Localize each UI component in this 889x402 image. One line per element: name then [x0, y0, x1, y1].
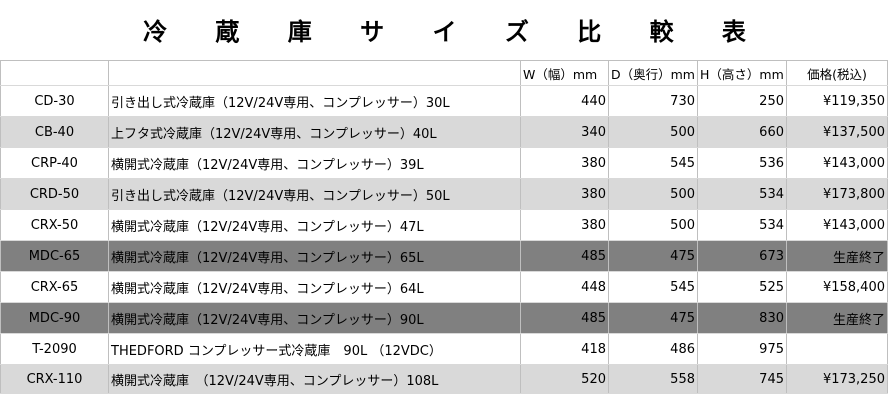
- cell-height: 534: [697, 209, 787, 241]
- cell-depth: 486: [608, 333, 698, 365]
- cell-height: 745: [697, 364, 787, 394]
- cell-description: 横開式冷蔵庫（12V/24V専用、コンプレッサー）47L: [108, 209, 521, 241]
- cell-description: 横開式冷蔵庫（12V/24V専用、コンプレッサー）39L: [108, 147, 521, 179]
- cell-height: 536: [697, 147, 787, 179]
- cell-description: THEDFORD コンプレッサー式冷蔵庫 90L （12VDC）: [108, 333, 521, 365]
- cell-width: 485: [520, 302, 609, 334]
- cell-depth: 730: [608, 85, 698, 117]
- cell-width: 440: [520, 85, 609, 117]
- cell-width: 380: [520, 178, 609, 210]
- cell-height: 673: [697, 240, 787, 272]
- cell-width: 485: [520, 240, 609, 272]
- table-row: CRX-110 横開式冷蔵庫 （12V/24V専用、コンプレッサー）108L 520…: [0, 364, 888, 394]
- cell-model: T-2090: [0, 333, 109, 365]
- cell-model: CD-30: [0, 85, 109, 117]
- header-width: W（幅）mm: [520, 60, 609, 86]
- cell-description: 横開式冷蔵庫（12V/24V専用、コンプレッサー）65L: [108, 240, 521, 272]
- table-row: CRX-50 横開式冷蔵庫（12V/24V専用、コンプレッサー）47L 380 500…: [0, 209, 888, 241]
- cell-depth: 475: [608, 240, 698, 272]
- table-row: CB-40 上フタ式冷蔵庫（12V/24V専用、コンプレッサー）40L 340 500…: [0, 116, 888, 148]
- cell-price: ¥119,350: [786, 85, 888, 117]
- cell-depth: 500: [608, 209, 698, 241]
- cell-height: 534: [697, 178, 787, 210]
- header-depth: D（奥行）mm: [608, 60, 698, 86]
- table-row: CRX-65 横開式冷蔵庫（12V/24V専用、コンプレッサー）64L 448 545…: [0, 271, 888, 303]
- cell-price: ¥173,250: [786, 364, 888, 394]
- header-price: 価格(税込): [786, 60, 888, 86]
- cell-price: 生産終了: [786, 240, 888, 272]
- cell-width: 340: [520, 116, 609, 148]
- cell-depth: 545: [608, 271, 698, 303]
- cell-description: 引き出し式冷蔵庫（12V/24V専用、コンプレッサー）50L: [108, 178, 521, 210]
- cell-width: 380: [520, 209, 609, 241]
- cell-model: CB-40: [0, 116, 109, 148]
- cell-depth: 500: [608, 178, 698, 210]
- cell-depth: 545: [608, 147, 698, 179]
- cell-model: CRX-50: [0, 209, 109, 241]
- cell-price: [786, 333, 888, 365]
- cell-description: 引き出し式冷蔵庫（12V/24V専用、コンプレッサー）30L: [108, 85, 521, 117]
- header-description: [108, 60, 521, 86]
- cell-model: MDC-65: [0, 240, 109, 272]
- cell-model: CRX-65: [0, 271, 109, 303]
- page-title: 冷 蔵 庫 サ イ ズ 比 較 表: [143, 17, 766, 46]
- cell-model: CRD-50: [0, 178, 109, 210]
- cell-depth: 500: [608, 116, 698, 148]
- cell-width: 380: [520, 147, 609, 179]
- cell-width: 448: [520, 271, 609, 303]
- cell-width: 418: [520, 333, 609, 365]
- cell-price: ¥137,500: [786, 116, 888, 148]
- table-row: MDC-90 横開式冷蔵庫（12V/24V専用、コンプレッサー）90L 485 475…: [0, 302, 888, 334]
- table-row: CRP-40 横開式冷蔵庫（12V/24V専用、コンプレッサー）39L 380 545…: [0, 147, 888, 179]
- cell-model: MDC-90: [0, 302, 109, 334]
- cell-height: 830: [697, 302, 787, 334]
- cell-width: 520: [520, 364, 609, 394]
- cell-height: 250: [697, 85, 787, 117]
- header-model: [0, 60, 109, 86]
- table-row: CD-30 引き出し式冷蔵庫（12V/24V専用、コンプレッサー）30L 440 73…: [0, 85, 888, 117]
- cell-price: ¥143,000: [786, 209, 888, 241]
- cell-price: ¥143,000: [786, 147, 888, 179]
- cell-description: 横開式冷蔵庫 （12V/24V専用、コンプレッサー）108L: [108, 364, 521, 394]
- cell-price: ¥158,400: [786, 271, 888, 303]
- table-row: CRD-50 引き出し式冷蔵庫（12V/24V専用、コンプレッサー）50L 380 5…: [0, 178, 888, 210]
- cell-depth: 558: [608, 364, 698, 394]
- cell-description: 横開式冷蔵庫（12V/24V専用、コンプレッサー）64L: [108, 271, 521, 303]
- cell-height: 975: [697, 333, 787, 365]
- cell-height: 525: [697, 271, 787, 303]
- table-row: T-2090 THEDFORD コンプレッサー式冷蔵庫 90L （12VDC） 41…: [0, 333, 888, 365]
- table-row: MDC-65 横開式冷蔵庫（12V/24V専用、コンプレッサー）65L 485 475…: [0, 240, 888, 272]
- cell-model: CRP-40: [0, 147, 109, 179]
- header-height: H（高さ）mm: [697, 60, 787, 86]
- comparison-table: W（幅）mm D（奥行）mm H（高さ）mm 価格(税込) CD-30 引き出し式…: [0, 60, 888, 394]
- header-row: W（幅）mm D（奥行）mm H（高さ）mm 価格(税込): [0, 60, 888, 86]
- cell-height: 660: [697, 116, 787, 148]
- cell-depth: 475: [608, 302, 698, 334]
- cell-model: CRX-110: [0, 364, 109, 394]
- cell-description: 上フタ式冷蔵庫（12V/24V専用、コンプレッサー）40L: [108, 116, 521, 148]
- cell-price: 生産終了: [786, 302, 888, 334]
- cell-description: 横開式冷蔵庫（12V/24V専用、コンプレッサー）90L: [108, 302, 521, 334]
- cell-price: ¥173,800: [786, 178, 888, 210]
